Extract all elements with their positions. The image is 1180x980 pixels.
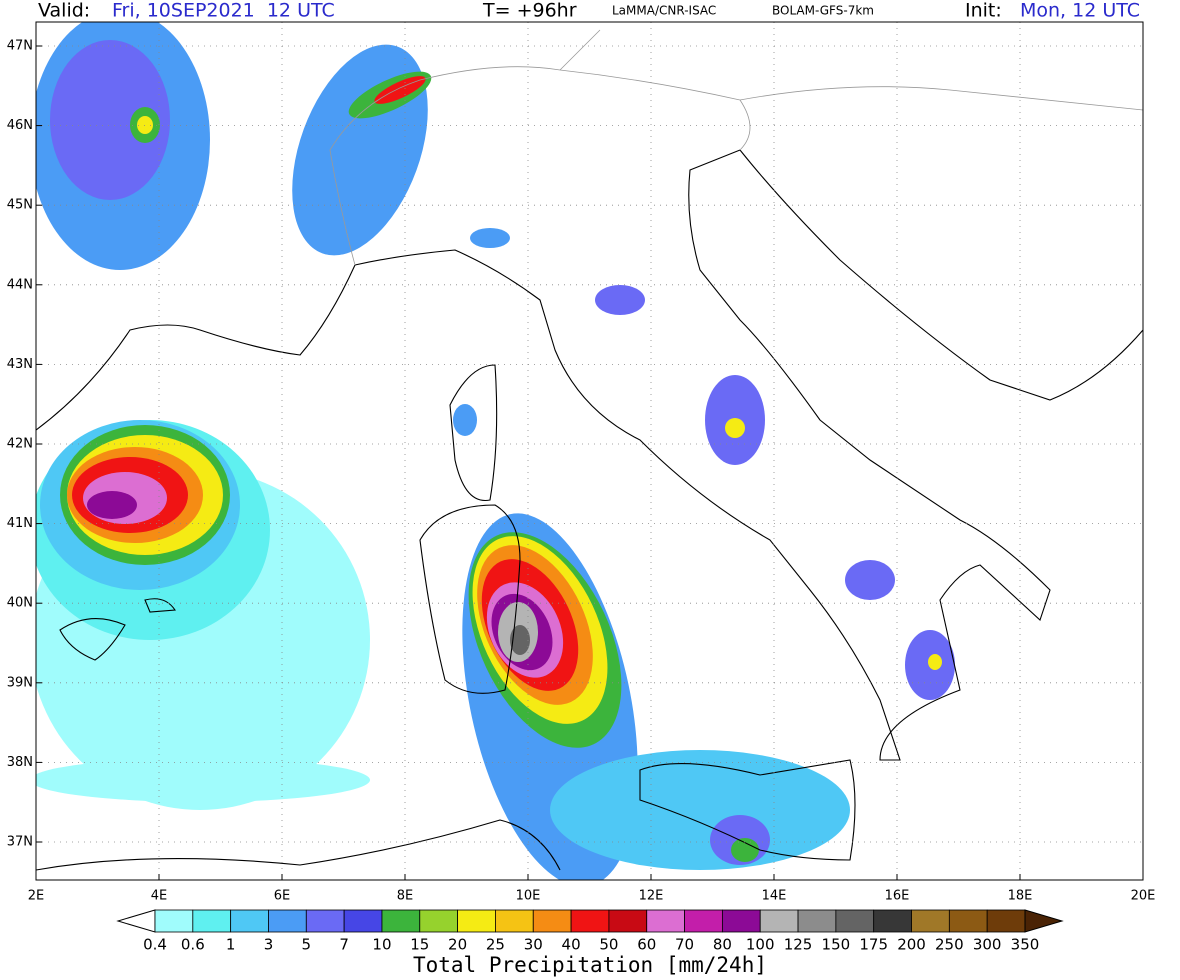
colorbar-swatch <box>721 909 761 933</box>
lead-time: T= +96hr <box>482 0 577 22</box>
colorbar-title: Total Precipitation [mm/24h] <box>413 953 767 977</box>
colorbar-swatch <box>608 909 648 933</box>
colorbar-swatch <box>759 909 799 933</box>
lat-label: 40N <box>7 596 33 611</box>
source: LaMMA/CNR-ISAC <box>612 4 716 18</box>
init-label: Init: <box>965 0 1002 22</box>
lat-label: 38N <box>7 755 33 770</box>
colorbar: 0.4 0.6 1 3 5 7 10 15 20 25 30 40 50 60 70 80 100 125 150 1… <box>116 909 1064 954</box>
colorbar-label: 5 <box>302 936 312 954</box>
colorbar-label: 10 <box>372 936 391 954</box>
lon-label: 4E <box>151 889 168 904</box>
lat-label: 41N <box>7 516 33 531</box>
colorbar-label: 7 <box>339 936 349 954</box>
coastlines <box>36 29 1143 871</box>
colorbar-label: 1 <box>226 936 236 954</box>
lon-label: 20E <box>1131 889 1156 904</box>
axis-labels: 47N 46N 45N 44N 43N 42N 41N 40N 39N 38N 37N 2E 4E 6E 8… <box>7 39 1156 904</box>
lat-label: 47N <box>7 39 33 54</box>
colorbar-swatch <box>570 909 610 933</box>
lon-label: 2E <box>28 889 45 904</box>
colorbar-swatch <box>343 909 383 933</box>
colorbar-swatch <box>797 909 837 933</box>
colorbar-label: 0.4 <box>143 936 167 954</box>
colorbar-label: 350 <box>1011 936 1040 954</box>
lon-label: 12E <box>639 889 664 904</box>
colorbar-swatch <box>948 909 988 933</box>
colorbar-label: 20 <box>448 936 467 954</box>
colorbar-label: 3 <box>264 936 274 954</box>
lat-label: 43N <box>7 357 33 372</box>
colorbar-swatch <box>911 909 950 933</box>
colorbar-label: 40 <box>562 936 581 954</box>
colorbar-swatch <box>646 909 685 933</box>
colorbar-label: 25 <box>486 936 505 954</box>
colorbar-label: 80 <box>713 936 732 954</box>
colorbar-label: 60 <box>637 936 656 954</box>
colorbar-label: 0.6 <box>181 936 205 954</box>
precip-field <box>36 22 955 880</box>
valid-label: Valid: <box>38 0 90 22</box>
colorbar-label: 150 <box>822 936 851 954</box>
lon-label: 18E <box>1008 889 1033 904</box>
colorbar-label: 125 <box>784 936 813 954</box>
lat-label: 44N <box>7 277 33 292</box>
colorbar-swatch <box>986 909 1026 933</box>
colorbar-label: 300 <box>973 936 1002 954</box>
lon-label: 14E <box>762 889 787 904</box>
lat-label: 37N <box>7 835 33 850</box>
colorbar-swatch <box>230 909 269 933</box>
colorbar-label: 200 <box>897 936 926 954</box>
valid-time: Fri, 10SEP2021 12 UTC <box>112 0 335 22</box>
colorbar-swatch <box>835 909 875 933</box>
colorbar-label: 70 <box>675 936 694 954</box>
map-frame <box>35 21 1144 881</box>
colorbar-label: 50 <box>599 936 618 954</box>
colorbar-swatch <box>381 909 421 933</box>
lon-label: 10E <box>516 889 541 904</box>
colorbar-swatch <box>268 909 307 933</box>
lat-label: 42N <box>7 437 33 452</box>
map-area <box>36 22 1143 880</box>
colorbar-label: 100 <box>746 936 775 954</box>
colorbar-swatch <box>192 909 232 933</box>
colorbar-swatch <box>419 909 459 933</box>
colorbar-swatch <box>495 909 534 933</box>
colorbar-arrow-right <box>1024 909 1064 933</box>
lat-label: 45N <box>7 198 33 213</box>
colorbar-label: 30 <box>524 936 543 954</box>
colorbar-label: 250 <box>935 936 964 954</box>
lon-label: 16E <box>885 889 910 904</box>
colorbar-swatch <box>873 909 912 933</box>
colorbar-arrow-left <box>116 909 156 933</box>
lat-label: 46N <box>7 118 33 133</box>
colorbar-label: 15 <box>410 936 429 954</box>
lon-label: 6E <box>274 889 291 904</box>
colorbar-swatch <box>684 909 723 933</box>
lat-label: 39N <box>7 675 33 690</box>
colorbar-label: 175 <box>859 936 888 954</box>
colorbar-swatch <box>532 909 572 933</box>
init-time: Mon, 12 UTC <box>1020 0 1140 22</box>
colorbar-swatch <box>457 909 496 933</box>
model: BOLAM-GFS-7km <box>772 4 874 18</box>
graticule <box>36 22 1143 880</box>
colorbar-swatch <box>305 909 345 933</box>
lon-label: 8E <box>397 889 414 904</box>
colorbar-swatch <box>154 909 194 933</box>
